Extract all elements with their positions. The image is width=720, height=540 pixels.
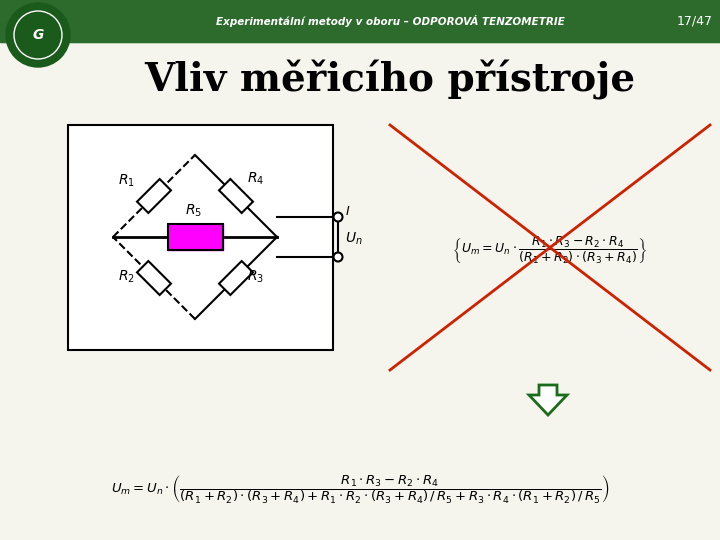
Text: $R_1$: $R_1$: [118, 173, 135, 190]
Polygon shape: [137, 261, 171, 295]
Circle shape: [333, 253, 343, 261]
Text: $R_4$: $R_4$: [247, 171, 264, 187]
Bar: [168, 224, 222, 250]
Bar: [0, 0, 720, 42]
Text: 17/47: 17/47: [677, 15, 713, 28]
Text: Vliv měřicího přístroje: Vliv měřicího přístroje: [145, 60, 636, 100]
Polygon shape: [137, 179, 171, 213]
Text: $R_2$: $R_2$: [118, 269, 135, 286]
Text: $I$: $I$: [345, 205, 351, 218]
Bar: [68, 125, 333, 350]
Text: $\left\{ U_m = U_n \cdot \dfrac{R_1 \cdot R_3 - R_2 \cdot R_4}{(R_1 + R_2)\cdot(: $\left\{ U_m = U_n \cdot \dfrac{R_1 \cdo…: [452, 234, 648, 266]
Polygon shape: [219, 179, 253, 213]
Circle shape: [6, 3, 70, 67]
Text: $U_n$: $U_n$: [345, 231, 363, 247]
Text: G: G: [32, 28, 44, 42]
Bar: [168, 224, 222, 250]
Text: $U_m = U_n \cdot \left( \dfrac{R_1 \cdot R_3 - R_2 \cdot R_4}{(R_1+R_2)\cdot(R_3: $U_m = U_n \cdot \left( \dfrac{R_1 \cdot…: [111, 474, 609, 506]
Text: $R_3$: $R_3$: [247, 269, 264, 286]
FancyArrow shape: [529, 385, 567, 415]
Text: $R_5$: $R_5$: [185, 203, 202, 219]
Bar: [0, 0, 720, 42]
Circle shape: [333, 213, 343, 221]
Polygon shape: [219, 261, 253, 295]
Text: Experimentální metody v oboru – ODPOROVÁ TENZOMETRIE: Experimentální metody v oboru – ODPOROVÁ…: [215, 15, 564, 27]
